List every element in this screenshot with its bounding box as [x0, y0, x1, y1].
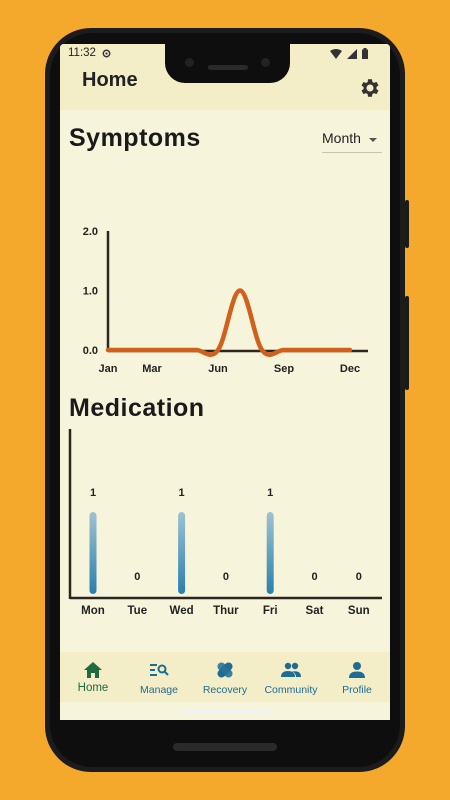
- x-tick-label: Jan: [99, 363, 118, 374]
- x-tick-label: Mar: [142, 363, 162, 374]
- settings-status-icon: [102, 49, 111, 57]
- settings-gear-icon[interactable]: [358, 76, 382, 100]
- period-dropdown[interactable]: Month: [322, 130, 382, 153]
- medication-chart: 1 Mon 0 Tue 1 Wed 0 Thur 1 Fri 0 Sat 0 Sun: [68, 429, 382, 617]
- nav-item-profile[interactable]: Profile: [324, 652, 390, 702]
- period-dropdown-value: Month: [322, 130, 361, 146]
- cell-signal-icon: [347, 48, 357, 59]
- nav-label: Manage: [140, 684, 178, 696]
- bar-wed: [178, 512, 186, 594]
- person-icon: [349, 662, 365, 678]
- y-tick-label: 1.0: [83, 286, 98, 298]
- bar-data-label: 0: [134, 571, 140, 583]
- bar-data-label: 1: [90, 487, 96, 499]
- people-icon: [281, 662, 301, 677]
- symptoms-chart: 0.0 1.0 2.0 Jan Mar Jun Sep Dec: [83, 226, 368, 374]
- camera-notch: [165, 44, 290, 83]
- bar-data-label: 0: [356, 571, 362, 583]
- bar-data-label: 1: [179, 487, 185, 499]
- status-time: 11:32: [68, 47, 96, 59]
- nav-label: Profile: [342, 684, 372, 696]
- gesture-home-bar[interactable]: [181, 709, 271, 713]
- nav-label: Home: [77, 682, 109, 694]
- x-tick-label: Wed: [170, 605, 194, 617]
- x-tick-label: Mon: [81, 605, 105, 617]
- x-tick-label: Dec: [340, 363, 360, 374]
- x-tick-label: Sep: [274, 363, 294, 374]
- x-tick-label: Jun: [208, 363, 228, 374]
- bar-data-label: 1: [267, 487, 273, 499]
- symptoms-series-line: [105, 288, 353, 357]
- home-icon: [84, 662, 102, 678]
- nav-item-community[interactable]: Community: [258, 652, 324, 702]
- dropdown-caret-icon: [369, 138, 377, 142]
- y-tick-label: 2.0: [83, 226, 98, 238]
- nav-item-manage[interactable]: Manage: [126, 652, 192, 702]
- bar-mon: [89, 512, 97, 594]
- earpiece: [208, 65, 248, 70]
- app-screen: Home 11:32 Symptoms Month 0.0 1.0 2.0 Jan Ma…: [60, 44, 390, 720]
- bar-fri: [266, 512, 274, 594]
- status-bar: 11:32: [68, 47, 112, 59]
- bar-data-label: 0: [311, 571, 317, 583]
- manage-search-icon: [150, 664, 169, 676]
- wifi-icon: [330, 48, 342, 59]
- x-tick-label: Tue: [128, 605, 148, 617]
- medication-title: Medication: [69, 394, 205, 422]
- bar-data-label: 0: [223, 571, 229, 583]
- nav-label: Community: [264, 684, 318, 696]
- front-camera: [185, 58, 194, 67]
- nav-item-home[interactable]: Home: [60, 652, 126, 702]
- nav-label: Recovery: [202, 684, 248, 696]
- volume-button: [405, 200, 409, 248]
- battery-icon: [362, 48, 368, 59]
- bottom-navigation: Home Manage Recovery Community Profile: [60, 652, 390, 702]
- x-tick-label: Thur: [213, 605, 239, 617]
- symptoms-title: Symptoms: [69, 124, 201, 152]
- bandage-icon: [217, 662, 233, 678]
- sensor: [261, 58, 270, 67]
- power-button: [405, 296, 409, 390]
- x-tick-label: Sat: [306, 605, 324, 617]
- x-tick-label: Fri: [263, 605, 278, 617]
- status-icons: [330, 48, 368, 59]
- page-title: Home: [82, 69, 138, 91]
- phone-chin-speaker: [173, 743, 277, 751]
- y-tick-label: 0.0: [83, 345, 98, 357]
- x-tick-label: Sun: [348, 605, 370, 617]
- nav-item-recovery[interactable]: Recovery: [192, 652, 258, 702]
